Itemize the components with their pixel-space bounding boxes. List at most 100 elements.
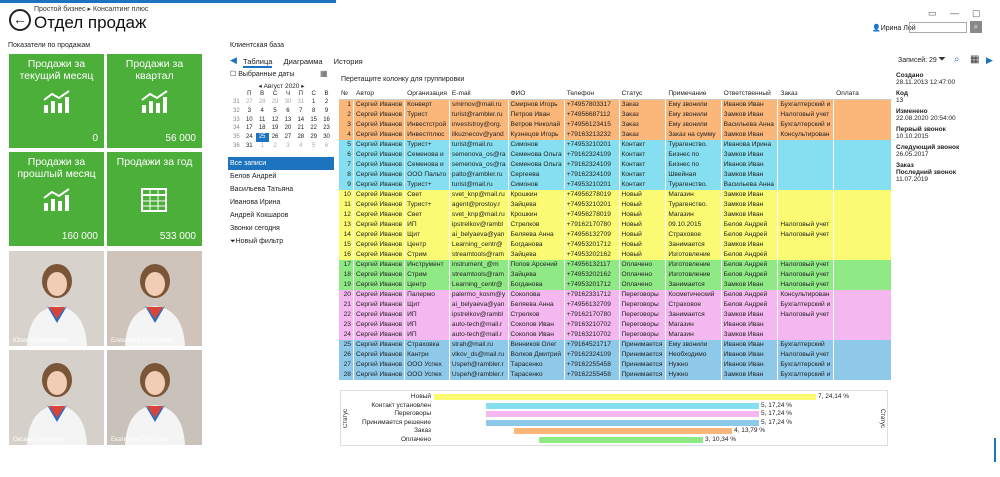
column-header[interactable]: ФИО: [508, 89, 565, 101]
calendar-day[interactable]: 30: [323, 134, 330, 141]
calendar-day[interactable]: 20: [284, 125, 292, 132]
calendar-day[interactable]: 27: [284, 134, 292, 141]
table-row[interactable]: 1 Сергей Иванов Конверт smirnov@mail.ru Смир…: [339, 99, 892, 110]
column-header[interactable]: Оплата: [833, 89, 892, 101]
filter-item[interactable]: Звонки сегодня: [228, 222, 334, 235]
calendar-day[interactable]: 24: [245, 134, 253, 141]
calendar-day[interactable]: 28: [297, 134, 305, 141]
calendar-day[interactable]: 9: [324, 107, 329, 114]
calendar-day[interactable]: 4: [260, 107, 264, 114]
table-row[interactable]: 22 Сергей Иванов ИП ipstrelkov@rambl Стрелко…: [339, 309, 892, 320]
column-header[interactable]: Примечание: [665, 89, 722, 101]
sales-tile-2[interactable]: Продажи за квартал 56 000: [107, 54, 202, 148]
table-row[interactable]: 13 Сергей Иванов ИП ipstrelkov@rambl Стрелко…: [339, 219, 892, 230]
minimize-icon[interactable]: —: [950, 8, 959, 18]
column-header[interactable]: Статус: [619, 89, 667, 101]
back-arrow-icon[interactable]: ←: [9, 9, 31, 31]
table-row[interactable]: 26 Сергей Иванов Кантри vlkov_ds@mail.ru Вол…: [339, 349, 892, 360]
sales-tile-1[interactable]: Продажи за текущий месяц 0: [9, 54, 104, 148]
calendar-day[interactable]: 26: [271, 134, 279, 141]
table-row[interactable]: 17 Сергей Иванов Инструмент instrument_@m По…: [339, 259, 892, 270]
calendar-day[interactable]: 30: [284, 99, 292, 105]
table-row[interactable]: 25 Сергей Иванов Страховка strah@mail.ru Вин…: [339, 339, 892, 350]
table-row[interactable]: 4 Сергей Иванов Инвестплюс ilkuznecov@yand К…: [339, 129, 892, 140]
table-row[interactable]: 21 Сергей Иванов Щит ai_belyaeva@yan Беляева…: [339, 299, 892, 310]
table-row[interactable]: 23 Сергей Иванов ИП auto-tech@mail.r Соколов…: [339, 319, 892, 330]
calendar-day[interactable]: 28: [258, 99, 266, 105]
tab-diagram[interactable]: Диаграмма: [283, 57, 323, 66]
calendar-day[interactable]: 16: [323, 116, 330, 123]
calendar-day[interactable]: 3: [286, 142, 290, 149]
calendar-day[interactable]: 29: [310, 134, 318, 141]
search-input[interactable]: [909, 22, 967, 33]
column-header[interactable]: Телефон: [564, 89, 620, 101]
calendar-day[interactable]: 13: [284, 116, 292, 123]
calendar-day[interactable]: 1: [260, 142, 264, 149]
table-row[interactable]: 19 Сергей Иванов Центр Learning_centr@ Богда…: [339, 279, 892, 290]
calendar-day[interactable]: 6: [324, 142, 329, 149]
calendar-next-icon[interactable]: ▸: [299, 83, 305, 90]
columns-icon[interactable]: ▦: [970, 54, 980, 65]
calendar-day[interactable]: 11: [259, 116, 266, 123]
calendar-day[interactable]: 23: [323, 125, 330, 132]
column-header[interactable]: Организация: [404, 89, 450, 101]
clients-grid[interactable]: № Автор Организация E-mail ФИО Телефон Статус П…: [339, 89, 892, 380]
column-header[interactable]: Автор: [353, 89, 406, 101]
next-arrow-icon[interactable]: ▶: [986, 55, 993, 65]
employee-photo[interactable]: Оксана Белянская: [9, 350, 104, 445]
column-header[interactable]: Ответственный: [721, 89, 779, 101]
table-row[interactable]: 10 Сергей Иванов Свет svet_knp@mail.ru Крошк…: [339, 189, 892, 200]
table-row[interactable]: 5 Сергей Иванов Турист+ turist@mail.ru Симон…: [339, 139, 892, 150]
table-row[interactable]: 18 Сергей Иванов Стрим streamtools@ram Зайце…: [339, 269, 892, 280]
calendar-day[interactable]: 4: [299, 142, 303, 149]
table-row[interactable]: 9 Сергей Иванов Турист+ turist@mail.ru Симон…: [339, 179, 892, 190]
breadcrumb-item-company[interactable]: Консалтинг плюс: [93, 6, 149, 13]
calendar-day[interactable]: 8: [312, 107, 316, 114]
calendar-day[interactable]: 5: [312, 142, 316, 149]
table-row[interactable]: 6 Сергей Иванов Семенова и semenova_os@ra Се…: [339, 149, 892, 160]
calendar-day[interactable]: 31: [245, 142, 253, 149]
calendar-icon[interactable]: ▦: [320, 69, 328, 78]
user-menu[interactable]: 👤Ирина Лой: [872, 24, 916, 32]
calendar-day[interactable]: 17: [245, 125, 253, 132]
scroll-indicator[interactable]: [994, 438, 996, 462]
calendar-day[interactable]: 12: [271, 116, 279, 123]
selected-dates-checkbox[interactable]: ☐ Выбранные даты: [230, 71, 295, 78]
table-row[interactable]: 2 Сергей Иванов Турист turist@rambler.ru Пет…: [339, 109, 892, 120]
restore-icon[interactable]: ▭: [928, 8, 937, 18]
column-header[interactable]: Заказ: [777, 89, 835, 101]
table-row[interactable]: 15 Сергей Иванов Центр Learning_centr@ Богда…: [339, 239, 892, 250]
calendar-day[interactable]: 21: [297, 125, 305, 132]
calendar-day[interactable]: 25: [255, 133, 269, 142]
calendar-day[interactable]: 22: [310, 125, 318, 132]
search-icon[interactable]: ⌕: [970, 21, 982, 33]
column-header[interactable]: №: [339, 89, 354, 101]
filter-item[interactable]: Иванова Ирина: [228, 196, 334, 209]
calendar-day[interactable]: 10: [245, 116, 253, 123]
maximize-icon[interactable]: ▢: [972, 8, 981, 18]
employee-photo[interactable]: Екатерина Золотова: [107, 350, 202, 445]
prev-arrow-icon[interactable]: ◀: [230, 55, 237, 65]
table-row[interactable]: 14 Сергей Иванов Щит ai_belyaeva@yan Беляева…: [339, 229, 892, 240]
calendar-day[interactable]: 31: [297, 99, 305, 105]
calendar-day[interactable]: 7: [299, 107, 303, 114]
table-row[interactable]: 27 Сергей Иванов ООО Успех Uspeh@rambler.r Т…: [339, 359, 892, 370]
breadcrumb-item-app[interactable]: Простой бизнес: [34, 6, 86, 13]
table-row[interactable]: 28 Сергей Иванов ООО Успех Uspeh@rambler.r Т…: [339, 369, 892, 380]
filter-item[interactable]: Все записи: [228, 157, 334, 170]
tab-history[interactable]: История: [333, 57, 363, 66]
calendar-day[interactable]: 15: [310, 116, 318, 123]
filter-icon[interactable]: ⏷: [938, 54, 946, 65]
calendar-prev-icon[interactable]: ◂: [258, 83, 264, 90]
filter-item[interactable]: Андрей Кокшаров: [228, 209, 334, 222]
tab-table[interactable]: Таблица: [243, 57, 273, 68]
table-row[interactable]: 11 Сергей Иванов Турист+ agent@prostoy.r Зай…: [339, 199, 892, 210]
employee-photo[interactable]: Елизавета Валентенко: [107, 251, 202, 346]
table-row[interactable]: 8 Сергей Иванов ООО Пальто palto@rambler.ru…: [339, 169, 892, 180]
calendar-day[interactable]: 27: [245, 99, 253, 105]
table-row[interactable]: 24 Сергей Иванов ИП auto-tech@mail.r Соколов…: [339, 329, 892, 340]
sales-tile-4[interactable]: Продажи за год 533 000: [107, 152, 202, 246]
calendar-day[interactable]: 2: [273, 142, 277, 149]
calendar-day[interactable]: 2: [324, 99, 329, 105]
filter-item[interactable]: ⏷Новый фильтр: [228, 235, 334, 248]
